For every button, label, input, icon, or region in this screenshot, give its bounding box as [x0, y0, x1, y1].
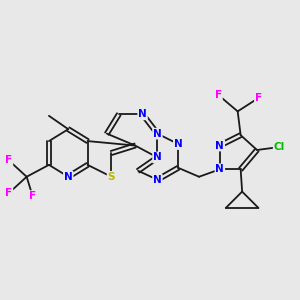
Text: F: F — [5, 188, 12, 198]
Text: F: F — [5, 155, 12, 165]
Text: N: N — [215, 164, 224, 174]
Text: Cl: Cl — [274, 142, 285, 152]
Text: N: N — [153, 175, 162, 185]
Text: N: N — [138, 109, 147, 119]
Text: F: F — [29, 191, 36, 201]
Text: N: N — [153, 152, 162, 162]
Text: N: N — [153, 129, 162, 139]
Text: N: N — [174, 139, 183, 149]
Text: N: N — [64, 172, 73, 182]
Text: N: N — [215, 140, 224, 151]
Text: F: F — [255, 93, 262, 103]
Text: S: S — [108, 172, 115, 182]
Text: F: F — [215, 90, 222, 100]
